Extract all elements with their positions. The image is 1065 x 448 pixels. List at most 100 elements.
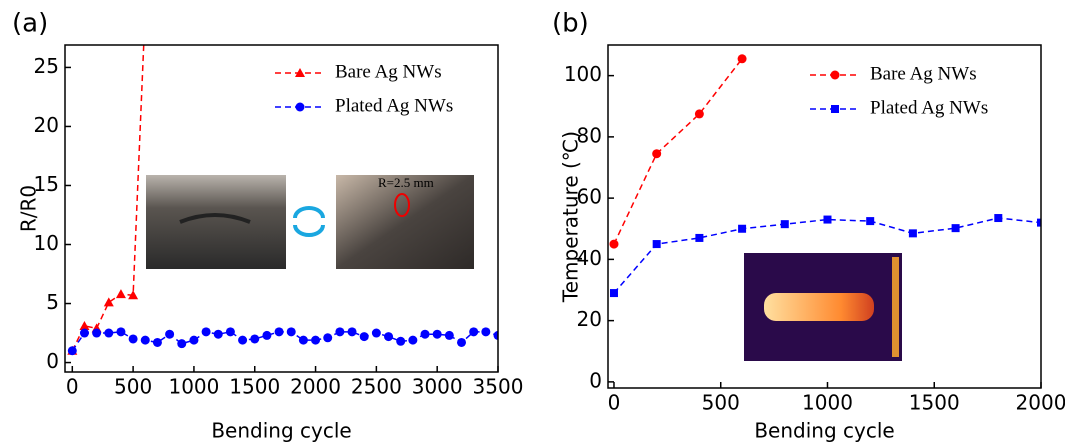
marker: [408, 335, 418, 345]
y-tick-label: 60: [577, 185, 602, 209]
marker: [738, 224, 747, 233]
marker: [323, 333, 333, 343]
y-tick-label: 40: [577, 246, 602, 270]
x-tick-label: 0: [66, 375, 79, 399]
marker: [225, 327, 235, 337]
marker: [201, 327, 211, 337]
marker: [298, 335, 308, 345]
marker: [189, 335, 199, 345]
inset-photos: [146, 175, 902, 361]
marker: [371, 328, 381, 338]
x-tick-label: 500: [114, 375, 152, 399]
legend-marker: [295, 102, 305, 112]
y-tick-label: 20: [34, 113, 59, 137]
marker: [994, 214, 1003, 223]
legend-label: Bare Ag NWs: [335, 61, 442, 82]
x-tick-label: 500: [702, 391, 740, 415]
marker: [432, 329, 442, 339]
marker: [469, 327, 479, 337]
marker: [908, 229, 917, 238]
marker: [213, 329, 223, 339]
marker: [1037, 218, 1041, 227]
legend-marker: [295, 68, 305, 77]
marker: [444, 330, 454, 340]
marker: [103, 297, 114, 307]
panel-label: (b): [552, 9, 589, 39]
marker: [695, 233, 704, 242]
y-tick-label: 10: [34, 231, 59, 255]
marker: [128, 290, 139, 300]
y-tick-label: 100: [564, 62, 602, 86]
marker: [140, 335, 150, 345]
y-tick-label: 20: [577, 307, 602, 331]
x-tick-label: 3500: [473, 375, 524, 399]
y-tick-label: 80: [577, 123, 602, 147]
marker: [311, 335, 321, 345]
marker: [694, 109, 704, 119]
x-tick-label: 3000: [412, 375, 463, 399]
legend-label: Plated Ag NWs: [870, 97, 988, 118]
legend-marker: [830, 70, 840, 80]
x-tick-label: 1500: [229, 375, 280, 399]
marker: [737, 54, 747, 64]
marker: [347, 327, 357, 337]
marker: [79, 320, 90, 330]
marker: [420, 329, 430, 339]
marker: [951, 224, 960, 233]
x-tick-label: 0: [608, 391, 621, 415]
marker: [262, 330, 272, 340]
marker: [274, 327, 284, 337]
plot-area: [609, 54, 1041, 298]
x-tick-label: 1000: [168, 375, 219, 399]
marker: [652, 149, 662, 159]
y-axis-label: Temperature (℃): [559, 131, 583, 303]
x-tick-label: 2000: [290, 375, 341, 399]
marker: [92, 328, 102, 338]
marker: [128, 334, 138, 344]
series-line: [613, 217, 1041, 294]
marker: [609, 239, 619, 249]
y-axis-label: R/R0: [17, 185, 41, 232]
y-tick-label: 25: [34, 54, 59, 78]
marker: [67, 346, 77, 356]
axes-frame: [607, 44, 1042, 389]
legend-label: Bare Ag NWs: [870, 63, 977, 84]
marker: [116, 327, 126, 337]
marker: [140, 3, 150, 12]
y-tick-label: 0: [46, 349, 59, 373]
y-tick-label: 15: [34, 172, 59, 196]
marker: [152, 337, 162, 347]
marker: [493, 330, 498, 340]
series-line: [613, 58, 743, 245]
axes-frame: [64, 44, 499, 373]
x-tick-label: 1000: [802, 391, 853, 415]
marker: [250, 334, 260, 344]
marker: [79, 328, 89, 338]
marker: [286, 327, 296, 337]
y-tick-label: 5: [46, 290, 59, 314]
marker: [823, 215, 832, 224]
marker: [115, 289, 126, 299]
marker: [359, 332, 369, 342]
y-tick-label: 0: [589, 368, 602, 392]
marker: [609, 289, 618, 298]
x-axis-label: Bending cycle: [754, 419, 894, 443]
x-tick-label: 2000: [1016, 391, 1065, 415]
x-tick-label: 1500: [909, 391, 960, 415]
marker: [238, 335, 248, 345]
marker: [396, 336, 406, 346]
plot-area: [67, 3, 498, 356]
marker: [335, 327, 345, 337]
marker: [384, 332, 394, 342]
marker: [866, 217, 875, 226]
marker: [780, 220, 789, 229]
panel-label: (a): [12, 9, 48, 39]
marker: [165, 329, 175, 339]
marker: [104, 328, 114, 338]
x-axis-label: Bending cycle: [211, 419, 351, 443]
legend-marker: [831, 105, 839, 113]
x-tick-label: 2500: [351, 375, 402, 399]
annotation: R=2.5 mm: [378, 175, 434, 190]
marker: [457, 337, 467, 347]
